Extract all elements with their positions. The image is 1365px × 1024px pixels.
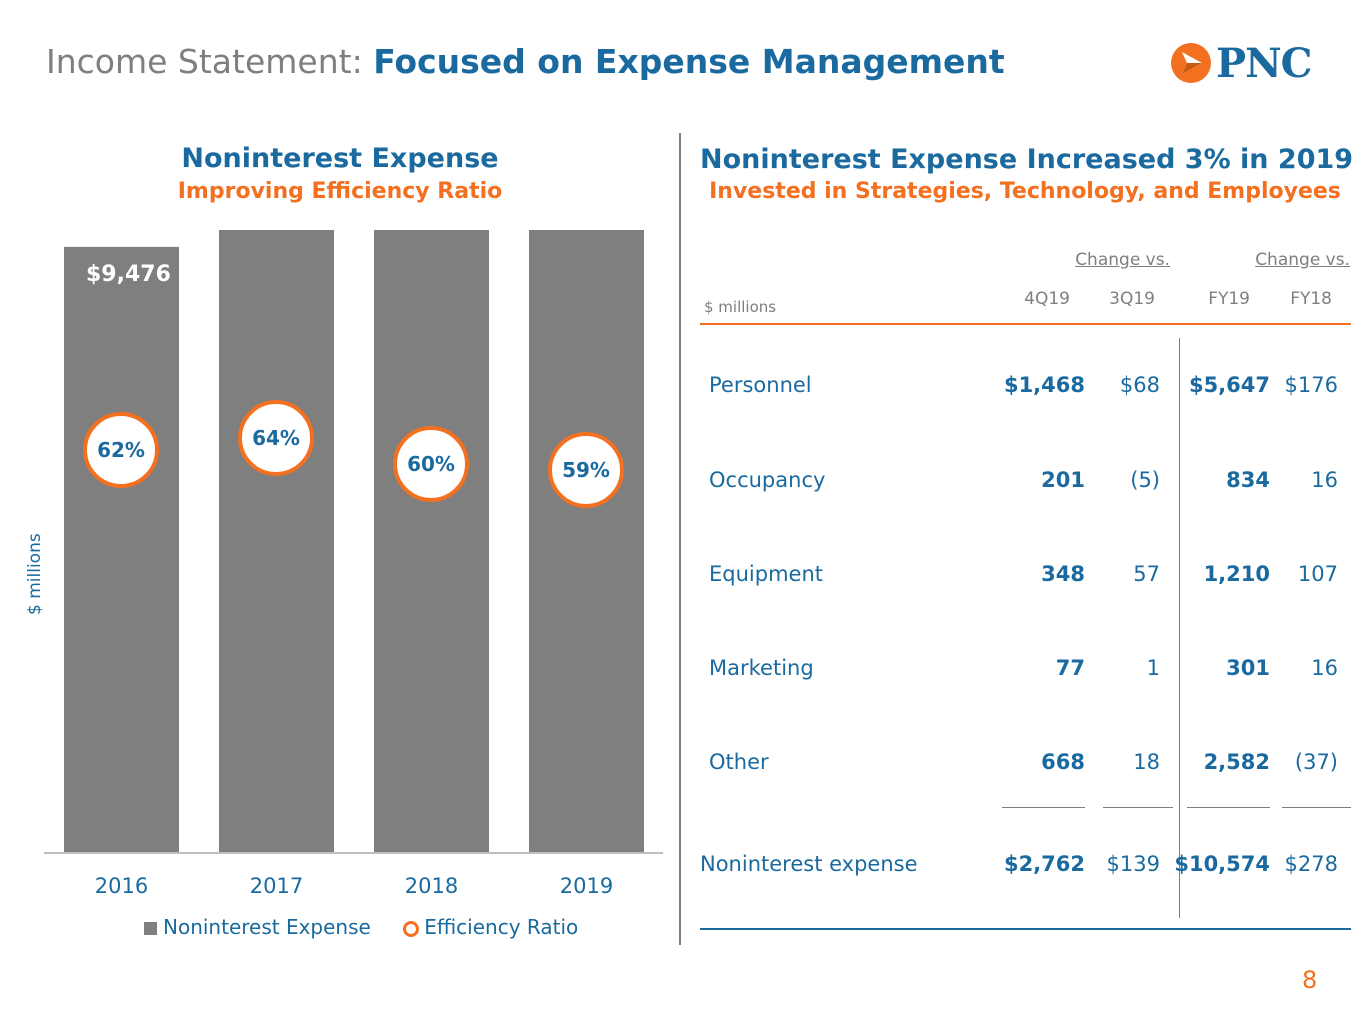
cell-marketing-fy19: 301: [1226, 656, 1270, 680]
ratio-label-2018: 60%: [407, 452, 455, 476]
row-label-other: Other: [709, 750, 769, 774]
left-panel-subtitle: Improving Efficiency Ratio: [177, 179, 503, 204]
subtotal-rule-3q19: [1103, 807, 1173, 808]
ratio-label-2019: 59%: [562, 458, 610, 482]
subtotal-rule-fy19: [1187, 807, 1270, 808]
legend-swatch-expense: [144, 922, 157, 935]
right-panel-title: Noninterest Expense Increased 3% in 2019: [700, 144, 1354, 175]
pnc-logo: PNC: [1170, 38, 1330, 88]
header-rule: [700, 323, 1351, 325]
cell-equipment-fy18: 107: [1297, 562, 1338, 586]
subtotal-rule-fy18: [1282, 807, 1351, 808]
bar-2019: [529, 230, 644, 854]
cell-personnel-fy19: $5,647: [1188, 373, 1270, 397]
cell-personnel-fy18: $176: [1284, 373, 1338, 397]
cell-occupancy-fy18: 16: [1311, 468, 1338, 492]
row-label-marketing: Marketing: [709, 656, 814, 680]
col-header-3q19: 3Q19: [1109, 289, 1155, 309]
x-tick-label-2019: 2019: [560, 874, 613, 898]
row-label-occupancy: Occupancy: [709, 468, 826, 492]
row-label-equipment: Equipment: [709, 562, 823, 586]
col-header-fy19: FY19: [1208, 289, 1250, 309]
table-bottom-rule: [700, 928, 1351, 930]
cell-total-3q19: $139: [1106, 852, 1160, 876]
page-number: 8: [1302, 966, 1318, 994]
logo-text: PNC: [1216, 40, 1312, 87]
cell-occupancy-3q19: (5): [1130, 468, 1160, 492]
cell-marketing-4q19: 77: [1055, 656, 1085, 680]
units-label: $ millions: [704, 298, 777, 316]
cell-equipment-4q19: 348: [1041, 562, 1085, 586]
cell-marketing-3q19: 1: [1146, 656, 1160, 680]
y-axis-label: $ millions: [25, 533, 45, 615]
col-header-fy18: FY18: [1290, 289, 1332, 309]
legend-label-expense: Noninterest Expense: [163, 915, 371, 939]
cell-occupancy-4q19: 201: [1041, 468, 1085, 492]
expense-bar-chart: $9,47662%2016$10,39864%2017$10,29660%201…: [44, 230, 663, 898]
group-header-quarter: Change vs.: [1075, 250, 1170, 270]
cell-other-fy19: 2,582: [1203, 750, 1270, 774]
ratio-marker-2018: [393, 426, 469, 502]
cell-marketing-fy18: 16: [1311, 656, 1338, 680]
ratio-marker-2016: [83, 412, 159, 488]
pnc-logo-icon: [1171, 43, 1211, 83]
cell-other-fy18: (37): [1294, 750, 1338, 774]
ratio-marker-2019: [548, 432, 624, 508]
page-title: Income Statement: Focused on Expense Man…: [46, 42, 1005, 81]
title-main: Focused on Expense Management: [373, 42, 1005, 81]
ratio-label-2017: 64%: [252, 426, 300, 450]
x-tick-label-2017: 2017: [250, 874, 303, 898]
ratio-label-2016: 62%: [97, 438, 145, 462]
cell-total-fy19: $10,574: [1174, 852, 1270, 876]
cell-total-4q19: $2,762: [1003, 852, 1085, 876]
cell-total-fy18: $278: [1284, 852, 1338, 876]
title-prefix: Income Statement:: [46, 42, 363, 81]
group-header-year: Change vs.: [1255, 250, 1350, 270]
row-label-personnel: Personnel: [709, 373, 812, 397]
bar-2017: [219, 230, 334, 853]
cell-equipment-3q19: 57: [1133, 562, 1160, 586]
cell-other-4q19: 668: [1041, 750, 1085, 774]
legend-label-ratio: Efficiency Ratio: [424, 915, 579, 939]
cell-occupancy-fy19: 834: [1226, 468, 1270, 492]
cell-other-3q19: 18: [1133, 750, 1160, 774]
bar-2016: [64, 246, 179, 854]
column-divider: [1179, 338, 1180, 918]
chart-legend: Noninterest Expense Efficiency Ratio: [144, 915, 578, 939]
x-tick-label-2018: 2018: [405, 874, 458, 898]
panel-divider: [679, 133, 681, 945]
cell-personnel-4q19: $1,468: [1003, 373, 1085, 397]
x-tick-label-2016: 2016: [95, 874, 148, 898]
cell-personnel-3q19: $68: [1119, 373, 1160, 397]
col-header-4q19: 4Q19: [1024, 289, 1070, 309]
cell-equipment-fy19: 1,210: [1203, 562, 1270, 586]
left-panel-title: Noninterest Expense: [181, 143, 499, 174]
subtotal-rule-4q19: [1002, 807, 1085, 808]
row-label-total: Noninterest expense: [700, 852, 918, 876]
ratio-marker-2017: [238, 400, 314, 476]
bar-2018: [374, 230, 489, 853]
legend-swatch-ratio: [403, 920, 420, 937]
bar-value-label-2016: $9,476: [86, 262, 171, 287]
right-panel-subtitle: Invested in Strategies, Technology, and …: [709, 179, 1341, 204]
